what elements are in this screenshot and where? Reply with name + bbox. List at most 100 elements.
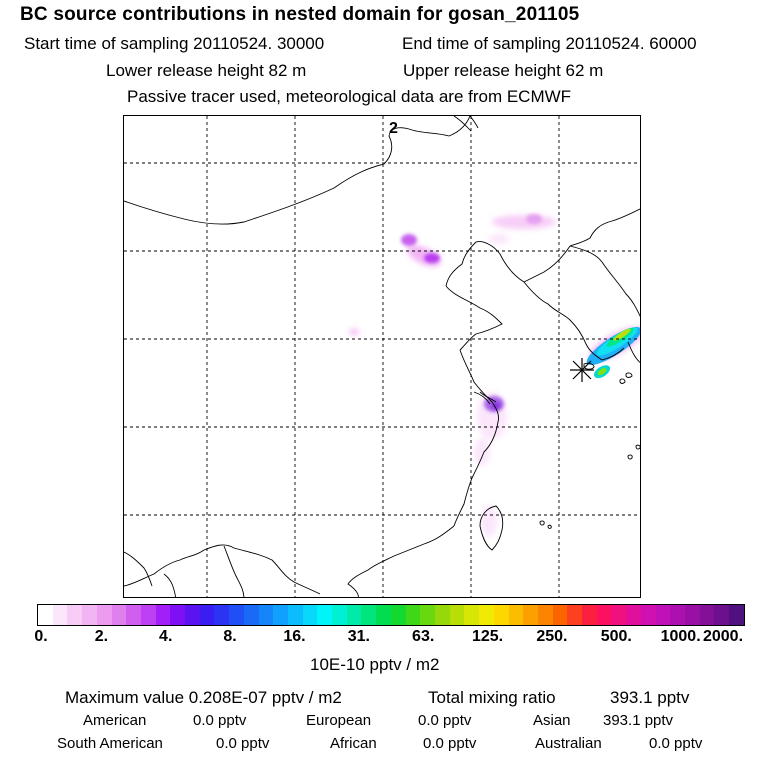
australian-label: Australian: [535, 735, 602, 752]
border-russia-china-east: [569, 208, 640, 247]
colorbar-swatch: [38, 605, 53, 625]
border-laos: [163, 545, 245, 597]
colorbar-swatch: [287, 605, 303, 625]
plume-northeast-china-2: [489, 234, 509, 244]
coast-shandong: [445, 285, 503, 351]
colorbar-tick-label: 8.: [223, 628, 237, 645]
colorbar-swatch: [552, 605, 568, 625]
colorbar-swatch: [243, 605, 259, 625]
colorbar-tick-label: 2000.: [702, 628, 744, 645]
source-contribution-field: [349, 214, 640, 537]
island-1: [625, 372, 633, 378]
tracer-label: Passive tracer used, meteorological data…: [127, 87, 572, 106]
island-5: [539, 520, 545, 526]
plume-shandong: [349, 329, 359, 335]
colorbar-swatch: [52, 605, 68, 625]
plume-taiwan: [481, 505, 497, 537]
american-label: American: [83, 712, 147, 729]
end-time-label: End time of sampling 20110524. 60000: [402, 34, 697, 53]
plume-inner-mongolia-core: [401, 234, 417, 246]
colorbar-tick-label: 4.: [159, 628, 173, 645]
colorbar-swatch: [508, 605, 524, 625]
colorbar-tick-label: 0.: [34, 628, 48, 645]
colorbar-swatch: [170, 605, 186, 625]
map-gridlines: [124, 116, 640, 597]
colorbar-swatch: [155, 605, 171, 625]
colorbar-swatch: [258, 605, 274, 625]
african-value: 0.0 pptv: [423, 735, 477, 752]
colorbar-swatch: [317, 605, 333, 625]
asian-label: Asian: [533, 712, 571, 729]
coast-south-china: [347, 525, 455, 597]
colorbar-swatch: [199, 605, 215, 625]
colorbar-swatch: [82, 605, 97, 625]
colorbar-tick-label: 500.: [600, 628, 632, 645]
south-american-value: 0.0 pptv: [216, 735, 270, 752]
australian-value: 0.0 pptv: [649, 735, 703, 752]
colorbar-swatch: [434, 605, 450, 625]
island-3: [627, 454, 633, 460]
island-6: [547, 524, 552, 529]
colorbar-unit-label: 10E-10 pptv / m2: [310, 655, 440, 674]
colorbar-tick-label: 1000.: [660, 628, 701, 645]
colorbar-swatch: [376, 605, 391, 625]
coast-korea: [569, 245, 640, 317]
colorbar-swatch: [96, 605, 112, 625]
lower-release-label: Lower release height 82 m: [106, 61, 307, 80]
receptor-marker-icon: [570, 358, 594, 382]
colorbar-swatch: [214, 605, 230, 625]
border-china-korea: [523, 245, 571, 283]
map-svg: 2: [124, 116, 640, 597]
colorbar-swatch: [140, 605, 156, 625]
colorbar-swatch: [626, 605, 641, 625]
colorbar-tick-label: 125.: [471, 628, 504, 645]
european-label: European: [306, 712, 372, 729]
african-label: African: [330, 735, 377, 752]
colorbar-swatch: [390, 605, 406, 625]
colorbar-swatch: [67, 605, 83, 625]
coast-liaodong: [445, 241, 525, 287]
colorbar-swatch: [479, 605, 494, 625]
colorbar-swatch: [582, 605, 597, 625]
colorbar-tick-label: 31.: [347, 628, 370, 645]
colorbar-swatch: [346, 605, 362, 625]
american-value: 0.0 pptv: [193, 712, 247, 729]
river-yangtze: [473, 391, 497, 405]
max-value-label: Maximum value 0.208E-07 pptv / m2: [65, 688, 342, 707]
coast-kyushu: [627, 341, 640, 364]
plume-northeast-core: [526, 214, 542, 224]
colorbar-swatch: [684, 605, 700, 625]
border-myanmar: [124, 551, 153, 587]
total-mixing-label: Total mixing ratio: [428, 688, 556, 707]
colorbar-swatch: [449, 605, 465, 625]
plume-fujian-coast: [474, 438, 490, 466]
colorbar-swatch: [111, 605, 127, 625]
colorbar-tick-label: 63.: [412, 628, 435, 645]
island-2: [619, 378, 626, 384]
colorbar-tick-label: 250.: [536, 628, 568, 645]
colorbar-swatch: [567, 605, 583, 625]
coastlines: [124, 116, 640, 597]
colorbar-swatch: [670, 605, 685, 625]
colorbar-swatch: [640, 605, 656, 625]
colorbar-swatch: [714, 605, 730, 625]
colorbar-swatch: [596, 605, 612, 625]
colorbar-swatch: [420, 605, 435, 625]
colorbar-swatch: [611, 605, 627, 625]
border-mongolia-china: [124, 116, 471, 225]
colorbar-tick-label: 2.: [94, 628, 109, 645]
colorbar-swatch: [699, 605, 715, 625]
upper-release-label: Upper release height 62 m: [403, 61, 604, 80]
colorbar-swatch: [332, 605, 347, 625]
colorbar-tick-label: 16.: [283, 628, 306, 645]
colorbar-swatch: [185, 605, 200, 625]
coast-taiwan: [479, 505, 504, 551]
chart-title: BC source contributions in nested domain…: [20, 4, 580, 25]
colorbar-swatch: [729, 605, 744, 625]
coast-korea-west: [523, 281, 625, 361]
island-4: [635, 444, 640, 450]
colorbar-swatch: [361, 605, 377, 625]
start-time-label: Start time of sampling 20110524. 30000: [24, 34, 325, 53]
plume-inner-mongolia-core-2: [424, 253, 440, 263]
colorbar-swatch: [655, 605, 671, 625]
